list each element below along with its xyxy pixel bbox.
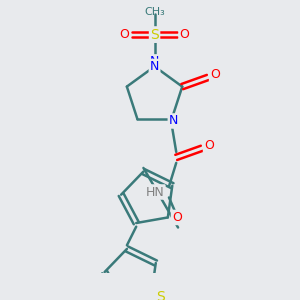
Text: CH₃: CH₃: [144, 7, 165, 17]
Text: N: N: [150, 60, 159, 73]
Text: O: O: [210, 68, 220, 81]
Text: O: O: [120, 28, 129, 41]
Text: O: O: [204, 139, 214, 152]
Text: N: N: [150, 56, 159, 68]
Text: HN: HN: [146, 185, 164, 199]
Text: O: O: [180, 28, 190, 41]
Text: N: N: [169, 115, 178, 128]
Text: O: O: [172, 211, 182, 224]
Text: S: S: [156, 290, 165, 300]
Text: S: S: [150, 28, 159, 42]
